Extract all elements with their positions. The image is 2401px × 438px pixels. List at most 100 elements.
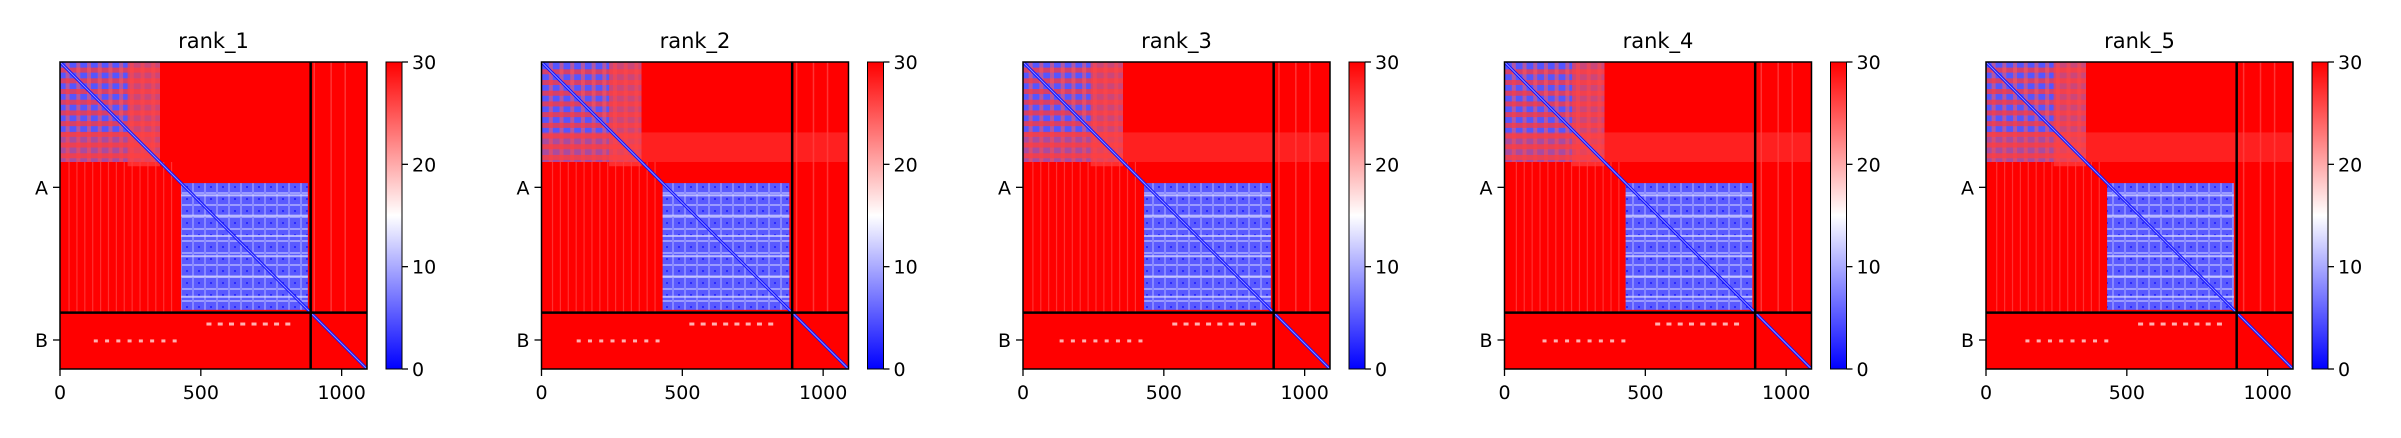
speck (1688, 322, 1694, 326)
colorbar (2312, 62, 2328, 369)
speck (768, 322, 774, 326)
block-stripe (591, 62, 596, 162)
streak (1071, 161, 1073, 313)
streak (1760, 62, 1763, 313)
colorbar-tick-label: 10 (2338, 257, 2362, 279)
streak (591, 161, 593, 313)
block-stripe (60, 121, 160, 127)
block-stripe (1533, 62, 1538, 162)
speck (206, 322, 212, 326)
speck (93, 339, 98, 343)
heatmap (1504, 62, 1812, 369)
streak (76, 161, 78, 313)
speck (2205, 322, 2211, 326)
streak (2067, 161, 2069, 313)
speck (138, 339, 143, 343)
x-tick-label: 1000 (2243, 382, 2291, 404)
streak (826, 62, 829, 313)
speck (2171, 322, 2177, 326)
block-stripe (662, 295, 790, 298)
block-stripe (1625, 295, 1753, 298)
streak (1523, 161, 1525, 313)
streak (1103, 161, 1105, 313)
block-stripe (541, 90, 642, 96)
x-tick-label: 500 (1627, 382, 1663, 404)
speck (2138, 322, 2144, 326)
speck (228, 322, 234, 326)
colorbar-tick-label: 0 (1375, 359, 1387, 381)
colorbar-tick-label: 30 (894, 52, 918, 74)
x-tick-label: 500 (664, 382, 700, 404)
panel-title: rank_3 (1141, 29, 1212, 54)
speck (1722, 322, 1728, 326)
speck (2047, 339, 2052, 343)
block-stripe (541, 101, 642, 107)
speck (172, 339, 177, 343)
colorbar-tick-label: 20 (412, 154, 436, 176)
colorbar-tick-label: 10 (412, 257, 436, 279)
streak (1079, 161, 1081, 313)
x-tick-label: 500 (183, 382, 219, 404)
speck (1621, 339, 1626, 343)
panel-title: rank_1 (178, 29, 249, 54)
streak (84, 161, 86, 313)
streak (2090, 161, 2092, 313)
speck (2104, 339, 2109, 343)
colorbar-tick-label: 30 (1857, 52, 1881, 74)
block-stripe (1625, 275, 1753, 278)
speck (1194, 322, 1200, 326)
streak (1134, 161, 1137, 313)
streak (2027, 161, 2029, 313)
block-stripe (548, 62, 553, 162)
streak (2082, 161, 2085, 313)
block-stripe (181, 234, 308, 237)
block-stripe (1144, 255, 1271, 258)
panel-title: rank_5 (2104, 29, 2175, 54)
streak (1996, 161, 1998, 313)
block-stripe (1625, 194, 1753, 197)
streak (139, 161, 141, 313)
speck (251, 322, 257, 326)
block-stripe (1504, 80, 1605, 86)
speck (1206, 322, 1212, 326)
colorbar (867, 62, 884, 369)
streak (147, 161, 149, 313)
streak (1111, 161, 1113, 313)
panel-2: rank_2 0 500 1000 A B 0 10 20 30 (516, 29, 918, 404)
speck (1700, 322, 1706, 326)
x-tick-label: 0 (1017, 382, 1029, 404)
colorbar-tick-label: 30 (1375, 52, 1399, 74)
speck (587, 339, 592, 343)
block-stripe (1504, 112, 1605, 118)
x-tick-label: 1000 (799, 382, 847, 404)
block-stripe (2107, 234, 2234, 237)
axes-frame (1022, 61, 1331, 370)
speck (1059, 339, 1064, 343)
block-stripe (1144, 214, 1271, 217)
speck (621, 339, 626, 343)
colorbar-frame (1348, 61, 1366, 370)
axes-frame (540, 61, 850, 370)
streak (2043, 161, 2045, 313)
streak (1555, 161, 1557, 313)
streak (115, 161, 117, 313)
streak (607, 161, 609, 313)
streak (1594, 161, 1596, 313)
streak (2098, 161, 2100, 313)
block-stripe (119, 62, 124, 162)
colorbar-tick-label: 10 (1857, 257, 1881, 279)
speck (1677, 322, 1683, 326)
speck (127, 339, 132, 343)
y-tick-label: B (1961, 330, 1974, 352)
colorbar-tick-label: 10 (894, 257, 918, 279)
streak (638, 161, 640, 313)
block-stripe (1082, 62, 1087, 162)
block-stripe (2107, 295, 2234, 298)
block-stripe (1543, 62, 1548, 162)
y-tick-label: A (517, 177, 530, 199)
streak (654, 161, 656, 313)
speck (610, 339, 615, 343)
block-stripe (1504, 69, 1605, 75)
speck (116, 339, 121, 343)
y-tick-label: B (998, 330, 1011, 352)
